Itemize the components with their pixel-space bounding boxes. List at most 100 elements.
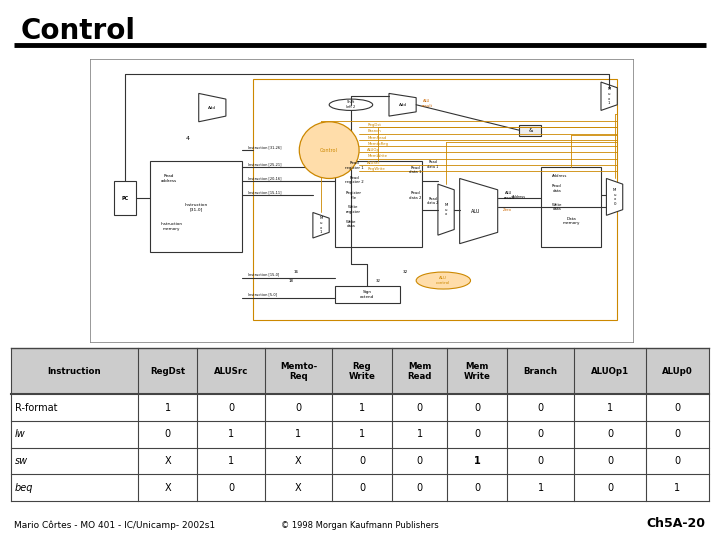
Text: RegWrite: RegWrite [367, 167, 385, 171]
Bar [253, 79, 617, 320]
Text: 1: 1 [228, 456, 234, 466]
Text: 1: 1 [675, 483, 680, 492]
Text: Mem
Write: Mem Write [464, 361, 490, 381]
Text: 1: 1 [359, 402, 365, 413]
Text: ALU
result: ALU result [503, 191, 514, 200]
Bar [335, 286, 400, 303]
Text: M
u
x
1: M u x 1 [320, 217, 323, 234]
Text: Read
register 2: Read register 2 [346, 176, 364, 184]
Text: lw: lw [15, 429, 26, 439]
Text: 0: 0 [538, 456, 544, 466]
Text: 0: 0 [607, 483, 613, 492]
Text: Read
register 1: Read register 1 [346, 161, 364, 170]
Text: 4: 4 [186, 136, 190, 141]
Text: Mario Côrtes - MO 401 - IC/Unicamp- 2002s1: Mario Côrtes - MO 401 - IC/Unicamp- 2002… [14, 521, 215, 530]
Text: 1: 1 [416, 429, 423, 439]
Text: sw: sw [15, 456, 28, 466]
Text: Instruction [15-0]: Instruction [15-0] [248, 273, 279, 277]
Text: Read
data 1: Read data 1 [427, 160, 438, 168]
Text: Address: Address [552, 174, 567, 178]
Text: 0: 0 [164, 429, 171, 439]
Text: Address: Address [513, 195, 526, 199]
Text: M
u
x
1: M u x 1 [608, 87, 611, 105]
Text: Instruction
memory: Instruction memory [161, 222, 183, 231]
Text: ALU: ALU [472, 208, 481, 214]
Text: 0: 0 [359, 456, 365, 466]
Text: Reg
Write: Reg Write [348, 361, 375, 381]
Text: Instruction [20-16]: Instruction [20-16] [248, 177, 281, 180]
Text: 0: 0 [416, 402, 423, 413]
Text: X: X [164, 456, 171, 466]
Text: Write
data: Write data [552, 202, 562, 211]
Text: 0: 0 [474, 402, 480, 413]
Text: ALUOp: ALUOp [367, 148, 380, 152]
Bar [519, 125, 541, 136]
Text: Branch: Branch [367, 130, 381, 133]
Text: Register
file: Register file [346, 191, 361, 200]
Bar [11, 421, 709, 448]
Text: M
u
x: M u x [444, 203, 448, 216]
Text: RegDst: RegDst [150, 367, 185, 376]
Bar [335, 161, 422, 246]
Text: ALUp0: ALUp0 [662, 367, 693, 376]
Ellipse shape [416, 272, 471, 289]
Text: ALU
control: ALU control [436, 276, 451, 285]
Text: Sign
extend: Sign extend [360, 291, 374, 299]
Bar [11, 448, 709, 474]
Text: Read
data 2: Read data 2 [409, 191, 422, 200]
Text: 0: 0 [474, 429, 480, 439]
Ellipse shape [329, 99, 373, 111]
Text: ALUSrc: ALUSrc [214, 367, 248, 376]
Text: X: X [295, 456, 302, 466]
Text: R-format: R-format [15, 402, 58, 413]
Polygon shape [459, 178, 498, 244]
Text: MemWrite: MemWrite [367, 154, 387, 158]
Text: Read
data: Read data [552, 184, 562, 193]
Text: 1: 1 [164, 402, 171, 413]
Ellipse shape [300, 122, 359, 178]
Text: 1: 1 [228, 429, 234, 439]
Text: PC: PC [122, 196, 129, 201]
Text: 0: 0 [228, 483, 234, 492]
Text: beq: beq [15, 483, 34, 492]
Text: ALUSrc: ALUSrc [367, 160, 381, 165]
Text: 0: 0 [675, 429, 680, 439]
Text: Instruction
[31-0]: Instruction [31-0] [184, 202, 207, 211]
Text: M
u
x
0: M u x 0 [613, 188, 616, 206]
Text: 1: 1 [295, 429, 302, 439]
Text: 0: 0 [359, 483, 365, 492]
Text: Ch5A-20: Ch5A-20 [647, 517, 706, 530]
Text: 1: 1 [538, 483, 544, 492]
Text: Read
address: Read address [161, 174, 177, 183]
Text: Read
data 2: Read data 2 [427, 197, 438, 205]
Text: Add: Add [208, 106, 216, 110]
Bar [114, 181, 136, 215]
Text: MemRead: MemRead [367, 136, 387, 140]
Text: Instruction [31-26]: Instruction [31-26] [248, 145, 281, 149]
Text: MemtoReg: MemtoReg [367, 142, 388, 146]
Text: Memto-
Req: Memto- Req [280, 361, 317, 381]
Text: 0: 0 [538, 402, 544, 413]
Bar [11, 348, 709, 394]
Text: Zero: Zero [503, 208, 512, 212]
Bar [11, 394, 709, 421]
Text: 32: 32 [402, 270, 408, 274]
Text: Control: Control [20, 17, 135, 45]
Text: 0: 0 [675, 456, 680, 466]
Text: Mem
Read: Mem Read [408, 361, 432, 381]
Text: ALU
result: ALU result [422, 99, 433, 107]
Text: Read
data 1: Read data 1 [409, 166, 422, 174]
Text: 32: 32 [376, 279, 381, 282]
Text: ALUOp1: ALUOp1 [591, 367, 629, 376]
Text: Instruction: Instruction [48, 367, 101, 376]
Text: © 1998 Morgan Kaufmann Publishers: © 1998 Morgan Kaufmann Publishers [281, 521, 439, 530]
Text: 0: 0 [416, 456, 423, 466]
Text: RegDst: RegDst [367, 123, 381, 127]
Text: 1: 1 [359, 429, 365, 439]
Text: 0: 0 [228, 402, 234, 413]
Text: 0: 0 [607, 429, 613, 439]
Polygon shape [199, 93, 226, 122]
Text: Instruction [5-0]: Instruction [5-0] [248, 293, 276, 296]
Text: 0: 0 [675, 402, 680, 413]
Text: 1: 1 [474, 456, 480, 466]
